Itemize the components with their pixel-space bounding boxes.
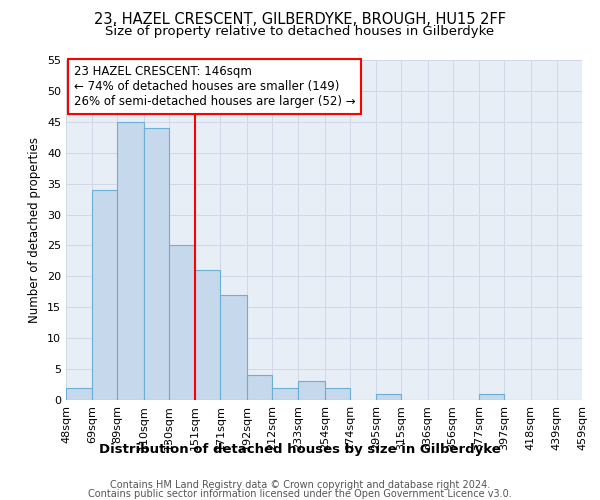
- Bar: [92, 190, 118, 400]
- Bar: [272, 388, 298, 400]
- Bar: [298, 382, 325, 400]
- Bar: [325, 388, 350, 400]
- Text: Size of property relative to detached houses in Gilberdyke: Size of property relative to detached ho…: [106, 25, 494, 38]
- Bar: [376, 394, 401, 400]
- Bar: [220, 295, 247, 400]
- Bar: [169, 246, 196, 400]
- Text: Contains HM Land Registry data © Crown copyright and database right 2024.: Contains HM Land Registry data © Crown c…: [110, 480, 490, 490]
- Text: Distribution of detached houses by size in Gilberdyke: Distribution of detached houses by size …: [99, 442, 501, 456]
- Bar: [118, 122, 144, 400]
- Bar: [479, 394, 504, 400]
- Bar: [196, 270, 220, 400]
- Text: 23 HAZEL CRESCENT: 146sqm
← 74% of detached houses are smaller (149)
26% of semi: 23 HAZEL CRESCENT: 146sqm ← 74% of detac…: [74, 65, 355, 108]
- Text: Contains public sector information licensed under the Open Government Licence v3: Contains public sector information licen…: [88, 489, 512, 499]
- Y-axis label: Number of detached properties: Number of detached properties: [28, 137, 41, 323]
- Text: 23, HAZEL CRESCENT, GILBERDYKE, BROUGH, HU15 2FF: 23, HAZEL CRESCENT, GILBERDYKE, BROUGH, …: [94, 12, 506, 28]
- Bar: [144, 128, 169, 400]
- Bar: [66, 388, 92, 400]
- Bar: [247, 376, 272, 400]
